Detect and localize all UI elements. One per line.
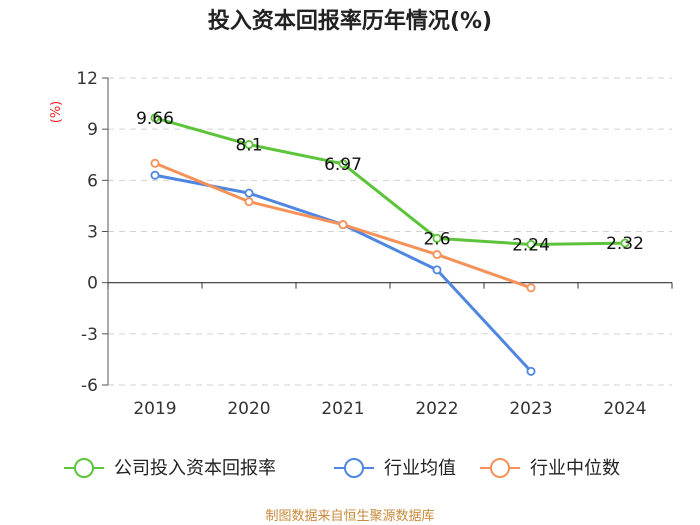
legend-item-0: 公司投入资本回报率 [64, 458, 276, 479]
series-line-0 [153, 116, 627, 246]
series-0-point-2022 [432, 233, 442, 243]
source-note: 制图数据来自恒生聚源数据库 [265, 508, 434, 524]
series-0-point-2020 [244, 140, 254, 150]
legend-item-2: 行业中位数 [480, 458, 620, 479]
series-0-point-2021 [338, 159, 348, 169]
y-tick-label-6: 6 [87, 171, 98, 191]
series-layer [150, 113, 630, 376]
y-tick-label-9: 9 [87, 120, 98, 140]
legend-label-0: 公司投入资本回报率 [114, 458, 276, 479]
data-label-2022: 2.6 [423, 229, 450, 249]
series-1-point-2022 [432, 265, 442, 275]
y-tick-label-3: 3 [87, 223, 98, 243]
series-2-point-2021 [338, 220, 348, 230]
legend-swatch-marker-2 [490, 458, 510, 478]
x-tick-label-2019: 2019 [133, 399, 176, 419]
legend-swatch-marker-1 [344, 458, 364, 478]
series-2-point-2022 [432, 250, 442, 260]
y-tick-label--6: -6 [81, 376, 98, 396]
y-tick-label-0: 0 [87, 274, 98, 294]
series-1-point-2019 [150, 170, 160, 180]
grid-layer [108, 77, 672, 386]
series-1-point-2020 [244, 188, 254, 198]
data-label-2023: 2.24 [512, 235, 550, 255]
legend-item-1: 行业均值 [334, 458, 456, 479]
legend-label-1: 行业均值 [384, 458, 456, 479]
legend: 公司投入资本回报率 行业均值 行业中位数 [64, 458, 620, 479]
chart-title: 投入资本回报率历年情况(%) [208, 8, 492, 34]
series-line-1 [153, 173, 533, 373]
data-label-2024: 2.32 [606, 234, 644, 254]
y-tick-label-12: 12 [76, 69, 98, 89]
data-label-layer: 9.66 8.1 6.97 2.6 2.24 2.32 [136, 109, 644, 256]
x-tick-label-2023: 2023 [509, 399, 552, 419]
series-0-point-2024 [620, 238, 630, 248]
series-0-point-2023 [526, 239, 536, 249]
series-1-point-2023 [526, 366, 536, 376]
series-2-point-2019 [150, 158, 160, 168]
axis-layer: 12 9 6 3 0 -3 -6 2019 2020 2021 2022 2023 2024 [76, 69, 673, 419]
x-tick-label-2022: 2022 [415, 399, 458, 419]
x-tick-label-2024: 2024 [603, 399, 646, 419]
series-0-point-2019 [150, 113, 160, 123]
x-tick-label-2020: 2020 [227, 399, 270, 419]
data-label-2021: 6.97 [324, 155, 362, 175]
legend-swatch-marker-0 [74, 458, 94, 478]
y-axis-unit-label: (%) [49, 101, 64, 124]
legend-label-2: 行业中位数 [530, 458, 620, 479]
data-label-2019: 9.66 [136, 109, 174, 129]
y-tick-label--3: -3 [81, 325, 98, 345]
series-2-point-2023 [526, 283, 536, 293]
series-2-point-2020 [244, 197, 254, 207]
data-label-2020: 8.1 [235, 136, 262, 156]
x-tick-label-2021: 2021 [321, 399, 364, 419]
